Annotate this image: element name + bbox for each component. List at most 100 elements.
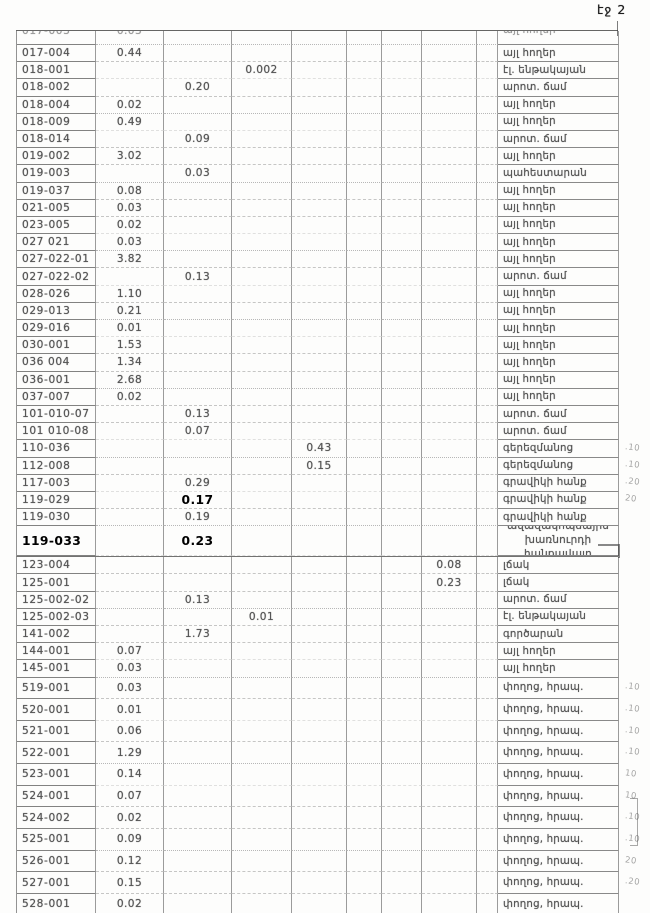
land-use-label: գրավիկի հանք bbox=[503, 477, 587, 489]
area-value-cell bbox=[292, 557, 347, 575]
area-value-cell bbox=[164, 302, 232, 320]
area-value-cell bbox=[382, 148, 422, 166]
land-use-label: այլ հողեր bbox=[503, 645, 556, 657]
area-value-cell bbox=[292, 251, 347, 269]
parcel-code: 019-003 bbox=[22, 167, 71, 180]
parcel-code-cell: 018-004 bbox=[17, 96, 96, 114]
area-value-cell bbox=[382, 764, 422, 786]
area-value: 0.08 bbox=[436, 559, 462, 572]
land-use-label: փողոց, հրապ. bbox=[503, 812, 584, 824]
parcel-code-cell: 112-008 bbox=[17, 457, 96, 475]
area-value-cell bbox=[477, 807, 498, 830]
area-value: 0.13 bbox=[184, 408, 211, 421]
land-use-label: այլ հողեր bbox=[503, 150, 556, 162]
parcel-code: 526-001 bbox=[22, 855, 71, 867]
area-value-cell bbox=[232, 165, 292, 183]
area-value: 1.34 bbox=[116, 356, 143, 369]
area-value-cell bbox=[347, 526, 382, 557]
land-use-label: այլ հողեր bbox=[503, 236, 556, 248]
area-value-cell bbox=[232, 643, 292, 661]
area-value-cell bbox=[477, 423, 498, 441]
area-value-cell bbox=[477, 660, 498, 678]
table-row: 027-022-02 0.13 արոտ. ճամ bbox=[16, 268, 619, 286]
area-value-cell bbox=[477, 234, 498, 252]
area-value-cell bbox=[382, 608, 422, 626]
parcel-code-cell: 144-001 bbox=[17, 643, 96, 661]
parcel-code: 525-001 bbox=[22, 833, 71, 846]
area-value-cell bbox=[382, 302, 422, 320]
land-use-label: ավազակոպճային խառնուրդի հանքավայր bbox=[506, 526, 610, 557]
area-value-cell bbox=[347, 320, 382, 338]
area-value-cell bbox=[382, 509, 422, 527]
area-value-cell bbox=[347, 574, 382, 592]
parcel-code-cell: 522-001 bbox=[17, 742, 96, 765]
area-value-cell bbox=[382, 216, 422, 235]
area-value-cell: 1.34 bbox=[96, 354, 164, 372]
parcel-code: 037-007 bbox=[22, 390, 71, 403]
land-use-cell: այլ հողեր bbox=[498, 113, 619, 131]
area-value-cell bbox=[382, 491, 422, 510]
area-value-cell: 1.29 bbox=[96, 742, 164, 765]
land-use-cell: փողոց, հրապ. bbox=[498, 872, 619, 894]
land-use-label: այլ հողեր bbox=[503, 99, 556, 111]
area-value-cell bbox=[382, 31, 422, 45]
table-row: 029-016 0.01 այլ հողեր bbox=[16, 320, 619, 338]
area-value-cell bbox=[477, 491, 498, 510]
area-value-cell bbox=[292, 45, 347, 63]
area-value-cell bbox=[422, 320, 477, 338]
parcel-code: 036-001 bbox=[22, 373, 71, 386]
parcel-code: 119-030 bbox=[22, 511, 71, 524]
area-value-cell bbox=[382, 574, 422, 592]
area-value-cell bbox=[96, 474, 164, 492]
area-value: 0.13 bbox=[184, 270, 211, 283]
area-value-cell bbox=[164, 850, 232, 873]
area-value-cell bbox=[422, 742, 477, 765]
area-value-cell bbox=[232, 199, 292, 217]
area-value-cell bbox=[422, 591, 477, 609]
area-value-cell bbox=[477, 474, 498, 492]
area-value-cell bbox=[382, 354, 422, 372]
parcel-code-cell: 027-022-01 bbox=[17, 251, 96, 269]
area-value-cell bbox=[292, 742, 347, 765]
table-row: 524-002 0.02 փողոց, հրապ. .10 bbox=[16, 807, 641, 830]
parcel-code: 125-002-02 bbox=[22, 593, 90, 606]
area-value-cell bbox=[292, 764, 347, 786]
area-value-cell bbox=[347, 285, 382, 303]
area-value-cell bbox=[232, 742, 292, 765]
area-value-cell: 3.02 bbox=[96, 148, 164, 166]
area-value-cell bbox=[164, 785, 232, 808]
area-value-cell bbox=[347, 388, 382, 406]
area-value-cell bbox=[292, 148, 347, 166]
parcel-code-cell: 023-005 bbox=[17, 216, 96, 235]
area-value-cell bbox=[347, 251, 382, 269]
parcel-code: 017-004 bbox=[22, 47, 71, 60]
area-value-cell bbox=[292, 31, 347, 45]
table-row: 023-005 0.02 այլ հողեր bbox=[16, 216, 619, 235]
area-value: 0.13 bbox=[184, 593, 211, 606]
table-row: 018-001 0.002 էլ. ենթակայան bbox=[16, 62, 619, 80]
area-value-cell bbox=[382, 45, 422, 63]
area-value-cell bbox=[422, 182, 477, 200]
land-use-label: այլ հողեր bbox=[503, 288, 556, 300]
area-value-cell bbox=[292, 491, 347, 510]
area-value-cell: 3.82 bbox=[96, 251, 164, 269]
area-value: 2.68 bbox=[116, 373, 143, 386]
area-value-cell bbox=[232, 285, 292, 303]
table-row: 018-014 0.09 արոտ. ճամ bbox=[16, 130, 619, 149]
area-value: 0.15 bbox=[116, 876, 143, 889]
area-value-cell bbox=[292, 371, 347, 389]
table-row: 141-002 1.73 գործարան bbox=[16, 626, 619, 644]
area-value-cell bbox=[422, 79, 477, 97]
area-value-cell bbox=[96, 509, 164, 527]
area-value-cell bbox=[232, 388, 292, 406]
area-value-cell bbox=[422, 130, 477, 149]
parcel-code: 028-026 bbox=[22, 287, 71, 300]
parcel-code-cell: 027 021 bbox=[17, 234, 96, 252]
area-value-cell bbox=[347, 591, 382, 609]
area-value-cell bbox=[232, 216, 292, 235]
area-value-cell: 0.07 bbox=[96, 643, 164, 661]
parcel-code-cell: 117-003 bbox=[17, 474, 96, 492]
area-value-cell bbox=[422, 96, 477, 114]
area-value-cell bbox=[96, 608, 164, 626]
area-value-cell bbox=[382, 320, 422, 338]
